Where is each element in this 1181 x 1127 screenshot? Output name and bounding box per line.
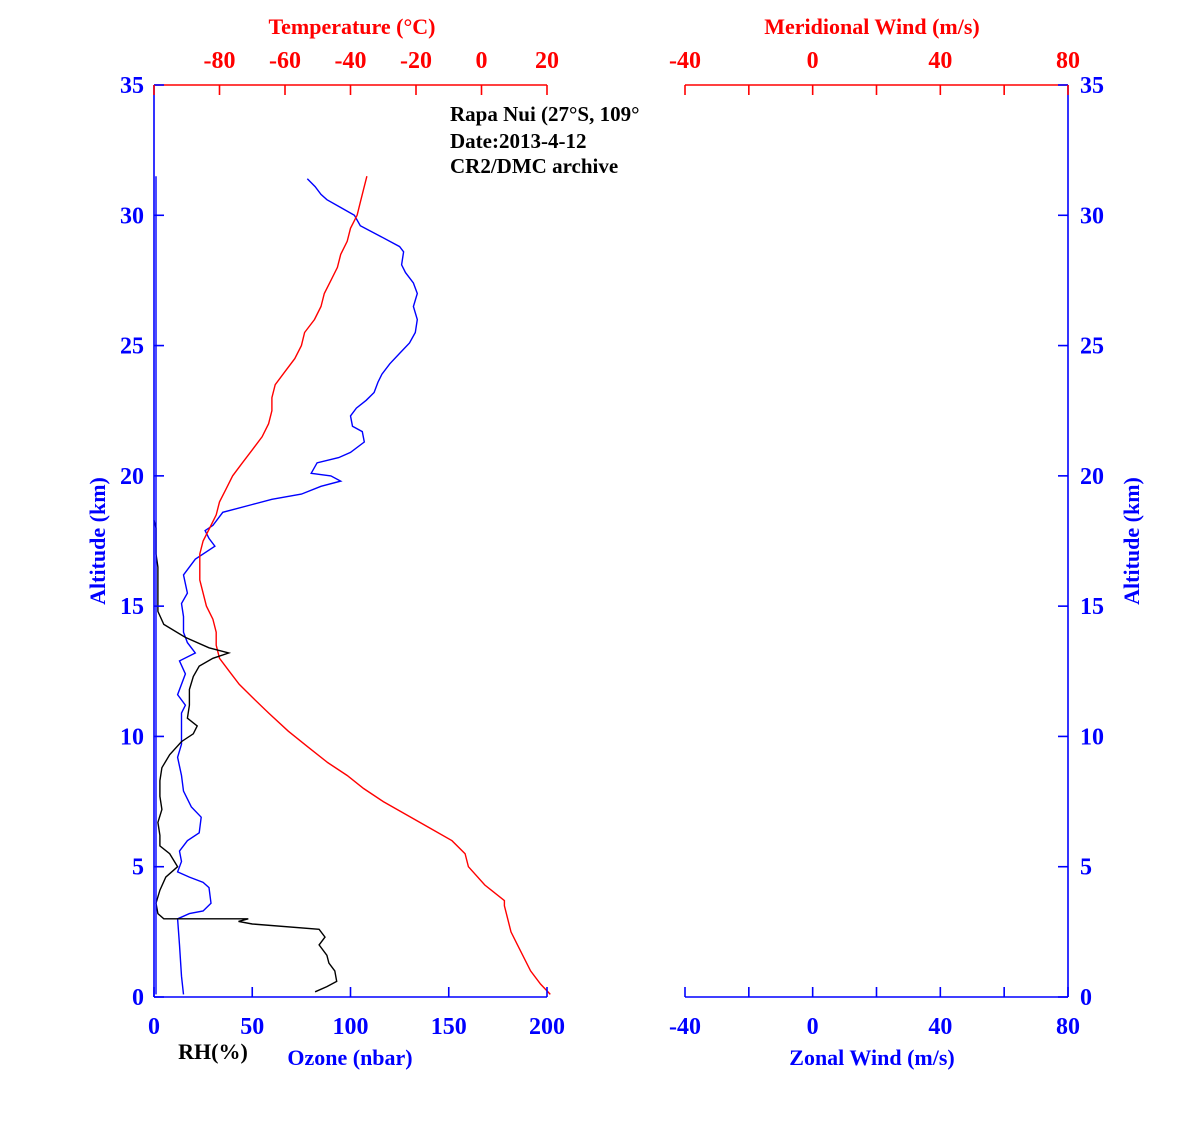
- left-bottom-tick-label: 150: [431, 1014, 467, 1040]
- left-y-axis-title: Altitude (km): [85, 477, 110, 605]
- left-axis-labels: Temperature (°C) Ozone (nbar) RH(%) Alti…: [85, 14, 436, 1070]
- left-series-group: [153, 176, 551, 995]
- right-axis-labels: Meridional Wind (m/s) Zonal Wind (m/s) A…: [764, 14, 1144, 1070]
- series-temperature-line: [199, 176, 551, 995]
- right-y-tick-label: 35: [1080, 73, 1104, 99]
- right-y-tick-label: 30: [1080, 203, 1104, 229]
- left-y-tick-label: 35: [120, 73, 144, 99]
- left-y-tick-label: 25: [120, 334, 144, 360]
- right-bottom-tick-label: 40: [928, 1014, 952, 1040]
- left-bottom-axis-title: Ozone (nbar): [287, 1045, 412, 1070]
- left-bottom-tick-label: 200: [529, 1014, 565, 1040]
- series-rh-line: [153, 520, 338, 993]
- right-bottom-tick-label: -40: [669, 1014, 701, 1040]
- right-bottom-tick-label: 0: [807, 1014, 819, 1040]
- left-axes-group: 0 5 10 15 20 25 30 35 0 50 100 150 200 -80 -60 -40 -20 0 2…: [120, 48, 565, 1040]
- left-y-tick-label: 5: [132, 855, 144, 881]
- left-top-tick-label: 0: [476, 48, 488, 74]
- right-y-axis-title: Altitude (km): [1119, 477, 1144, 605]
- left-bottom-tick-label: 100: [333, 1014, 369, 1040]
- annotation-station: Rapa Nui (27°S, 109°: [450, 102, 640, 126]
- right-panel: 0 5 10 15 20 25 30 35 -40 0 40 80 -40 0 40 80 Meridiona…: [669, 14, 1144, 1070]
- right-top-axis-title: Meridional Wind (m/s): [764, 14, 980, 39]
- right-y-tick-label: 0: [1080, 985, 1092, 1011]
- right-axes-group: 0 5 10 15 20 25 30 35 -40 0 40 80 -40 0 40 80: [669, 48, 1104, 1040]
- left-y-tick-label: 30: [120, 203, 144, 229]
- annotation-date: Date:2013-4-12: [450, 129, 586, 153]
- left-panel: 0 5 10 15 20 25 30 35 0 50 100 150 200 -80 -60 -40 -20 0 2…: [85, 14, 640, 1070]
- station-annotation: Rapa Nui (27°S, 109° Date:2013-4-12 CR2/…: [450, 102, 640, 178]
- left-top-tick-label: -80: [204, 48, 236, 74]
- left-y-tick-label: 20: [120, 464, 144, 490]
- right-top-tick-label: -40: [669, 48, 701, 74]
- right-y-tick-label: 20: [1080, 464, 1104, 490]
- left-y-tick-label: 15: [120, 594, 144, 620]
- right-top-tick-label: 80: [1056, 48, 1080, 74]
- series-ozone-line: [176, 178, 419, 995]
- left-top-tick-label: -40: [335, 48, 367, 74]
- right-top-tick-label: 0: [807, 48, 819, 74]
- left-bottom-tick-label: 50: [240, 1014, 264, 1040]
- right-top-tick-label: 40: [928, 48, 952, 74]
- left-top-tick-label: -60: [269, 48, 301, 74]
- left-top-tick-label: -20: [400, 48, 432, 74]
- annotation-archive: CR2/DMC archive: [450, 154, 618, 178]
- right-y-tick-label: 5: [1080, 855, 1092, 881]
- right-y-tick-label: 25: [1080, 334, 1104, 360]
- left-top-axis-title: Temperature (°C): [268, 14, 435, 39]
- right-bottom-tick-label: 80: [1056, 1014, 1080, 1040]
- right-y-tick-label: 15: [1080, 594, 1104, 620]
- left-top-tick-label: 20: [535, 48, 559, 74]
- right-bottom-axis-title: Zonal Wind (m/s): [789, 1045, 954, 1070]
- left-y-tick-label: 10: [120, 724, 144, 750]
- right-y-tick-label: 10: [1080, 724, 1104, 750]
- rh-axis-title: RH(%): [178, 1039, 248, 1064]
- left-bottom-tick-label: 0: [148, 1014, 160, 1040]
- left-y-tick-label: 0: [132, 985, 144, 1011]
